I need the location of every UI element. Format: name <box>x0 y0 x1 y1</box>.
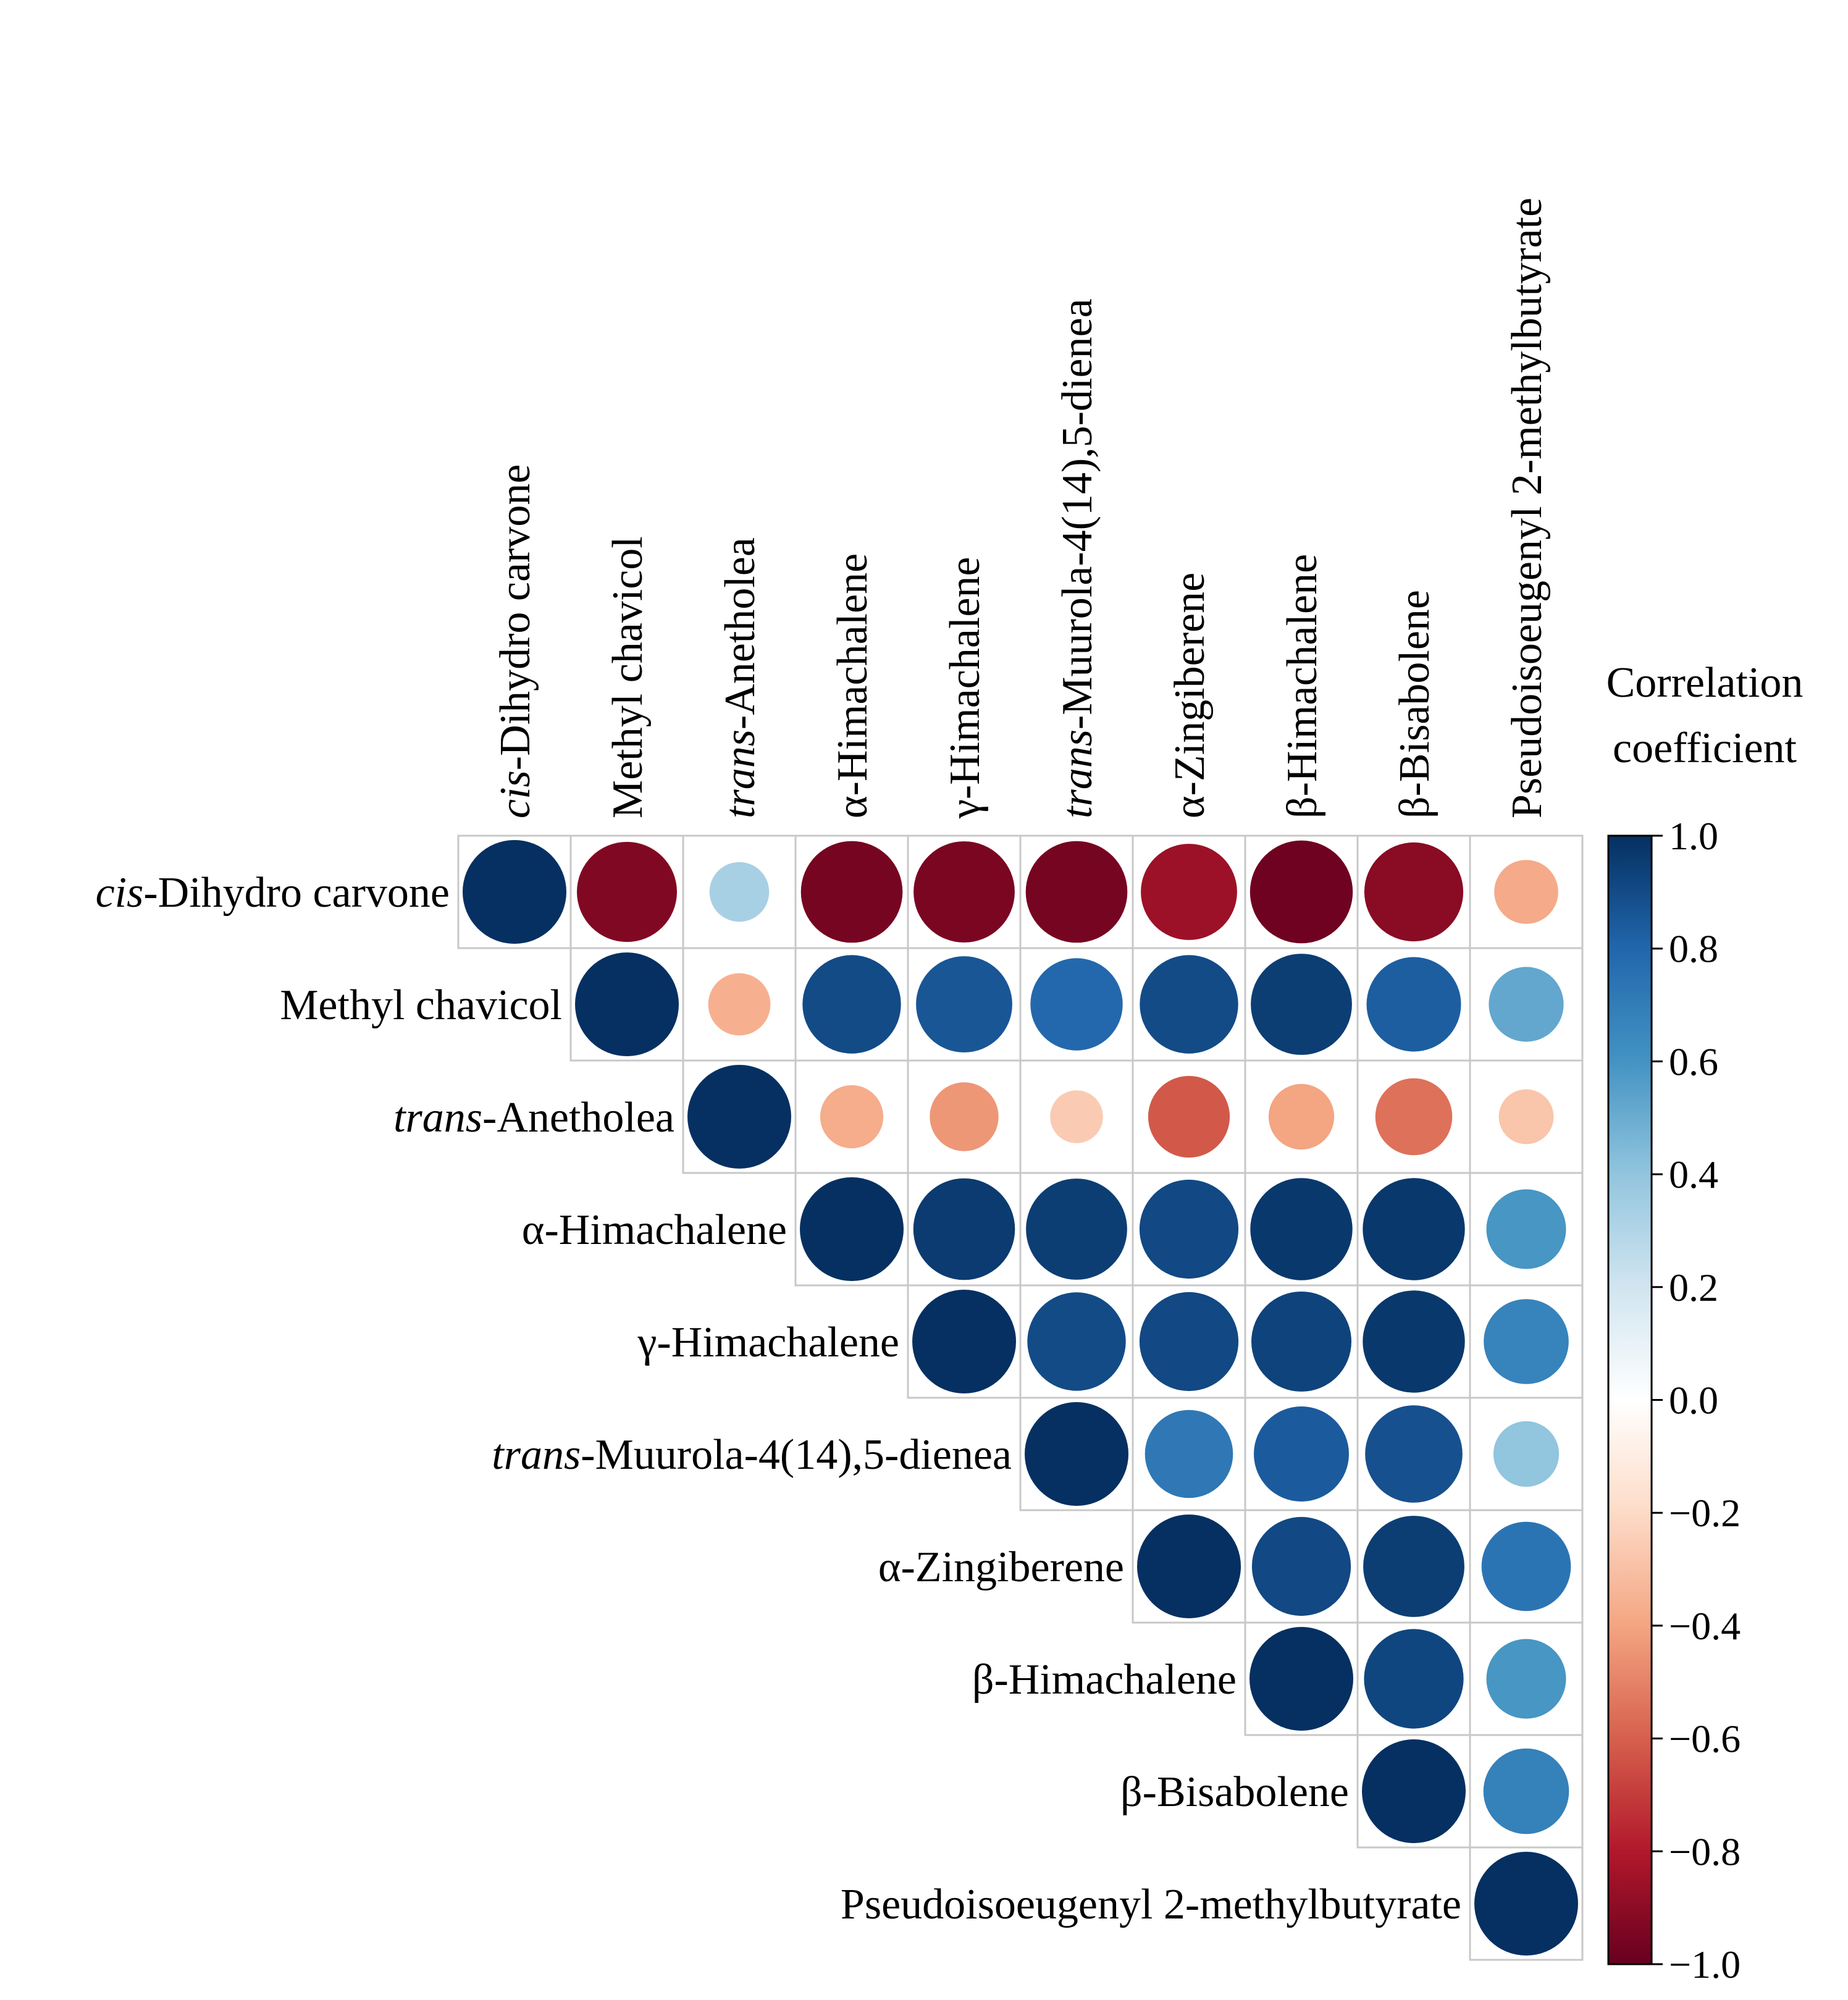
circle-0-8 <box>1364 842 1464 942</box>
circle-0-3 <box>800 841 903 943</box>
circle-3-5 <box>1026 1179 1127 1280</box>
colorbar-tick-label-4: 0.2 <box>1669 1266 1718 1309</box>
circle-5-7 <box>1254 1406 1349 1502</box>
row-label-3: α-Himachalene <box>522 1206 787 1254</box>
colorbar-tick-label-8: −0.6 <box>1669 1717 1741 1761</box>
circle-1-6 <box>1140 955 1238 1054</box>
row-label-5: trans-Muurola-4(14),5-dienea <box>492 1431 1012 1479</box>
circle-2-5 <box>1050 1090 1103 1143</box>
circle-6-8 <box>1363 1516 1464 1617</box>
circle-4-8 <box>1363 1290 1465 1393</box>
circle-2-2 <box>687 1065 791 1169</box>
colorbar-tick-label-9: −0.8 <box>1669 1830 1741 1873</box>
row-labels: cis-Dihydro carvone Methyl chavicol trans-… <box>96 869 1461 1928</box>
circle-0-1 <box>577 842 677 942</box>
circle-0-5 <box>1025 841 1128 943</box>
circle-1-9 <box>1489 967 1564 1042</box>
colorbar-tick-label-10: −1.0 <box>1669 1943 1741 1986</box>
circle-5-5 <box>1025 1402 1128 1506</box>
row-label-9: Pseudoisoeugenyl 2-methylbutyrate <box>841 1881 1461 1928</box>
row-label-0: cis-Dihydro carvone <box>96 869 450 917</box>
circle-6-9 <box>1481 1521 1571 1611</box>
row-label-1: Methyl chavicol <box>280 981 562 1029</box>
column-label-5: trans-Muurola-4(14),5-dienea <box>1054 298 1101 818</box>
circle-0-4 <box>914 841 1015 943</box>
circle-3-7 <box>1250 1178 1353 1280</box>
colorbar-tick-label-1: 0.8 <box>1669 927 1718 971</box>
circle-5-8 <box>1365 1405 1463 1503</box>
row-label-8: β-Bisabolene <box>1120 1768 1349 1816</box>
colorbar-tick-label-6: −0.2 <box>1669 1491 1741 1535</box>
circle-6-7 <box>1251 1516 1351 1616</box>
circle-0-6 <box>1141 844 1237 940</box>
column-label-0: cis-Dihydro carvone <box>492 464 539 818</box>
circle-1-2 <box>708 973 771 1036</box>
circle-0-0 <box>463 840 566 944</box>
column-label-6: α-Zingiberene <box>1166 573 1214 818</box>
colorbar-title-line-1: coefficient <box>1613 725 1797 772</box>
colorbar: 1.0 0.8 0.6 0.4 0.2 0.0 −0.2 −0.4 −0.6 −0.8 −1.0 Co… <box>1606 659 1804 1986</box>
column-label-2: trans-Anetholea <box>716 537 764 818</box>
row-label-6: α-Zingiberene <box>878 1544 1124 1591</box>
circle-4-5 <box>1027 1292 1126 1391</box>
colorbar-title-line-0: Correlation <box>1606 659 1804 707</box>
circle-3-8 <box>1363 1178 1465 1280</box>
column-label-9: Pseudoisoeugenyl 2-methylbutyrate <box>1503 198 1551 818</box>
circle-3-3 <box>800 1177 904 1281</box>
circle-2-8 <box>1375 1078 1453 1156</box>
column-labels: cis-Dihydro carvone Methyl chavicol trans-… <box>492 198 1551 819</box>
circle-2-7 <box>1268 1083 1335 1150</box>
colorbar-tick-label-2: 0.6 <box>1669 1040 1718 1083</box>
column-label-3: α-Himachalene <box>829 553 876 818</box>
row-label-2: trans-Anetholea <box>393 1094 674 1141</box>
circle-1-5 <box>1030 958 1123 1051</box>
circle-1-8 <box>1366 957 1461 1052</box>
circle-4-6 <box>1139 1292 1239 1392</box>
circle-1-1 <box>575 952 679 1056</box>
colorbar-tick-label-3: 0.4 <box>1669 1153 1718 1196</box>
circle-3-4 <box>913 1178 1015 1280</box>
circle-5-6 <box>1144 1410 1233 1498</box>
circle-9-9 <box>1474 1852 1578 1956</box>
row-label-7: β-Himachalene <box>972 1656 1237 1704</box>
circle-0-2 <box>709 862 770 922</box>
column-label-8: β-Bisabolene <box>1391 590 1438 818</box>
circle-4-9 <box>1484 1299 1569 1384</box>
circle-2-6 <box>1148 1075 1230 1158</box>
circle-7-9 <box>1486 1639 1566 1719</box>
colorbar-tick-label-0: 1.0 <box>1669 814 1718 858</box>
circle-1-4 <box>916 956 1012 1053</box>
colorbar-tick-label-5: 0.0 <box>1669 1379 1718 1422</box>
colorbar-tick-label-7: −0.4 <box>1669 1604 1741 1648</box>
circle-5-9 <box>1493 1421 1560 1487</box>
circle-2-4 <box>930 1082 999 1151</box>
circle-3-9 <box>1486 1189 1566 1269</box>
row-label-4: γ-Himachalene <box>637 1319 900 1366</box>
circle-1-7 <box>1251 954 1352 1055</box>
circle-7-8 <box>1364 1629 1464 1729</box>
column-label-1: Methyl chavicol <box>604 536 652 818</box>
circle-0-9 <box>1494 860 1558 924</box>
column-label-4: γ-Himachalene <box>941 557 989 820</box>
circle-0-7 <box>1250 840 1353 944</box>
circle-8-8 <box>1362 1739 1466 1843</box>
circle-2-9 <box>1498 1089 1554 1145</box>
circle-6-6 <box>1137 1515 1241 1618</box>
circle-2-3 <box>820 1085 884 1149</box>
column-label-7: β-Himachalene <box>1279 554 1326 818</box>
circle-8-9 <box>1483 1748 1569 1834</box>
circle-7-7 <box>1250 1627 1353 1731</box>
circle-4-4 <box>912 1290 1016 1393</box>
circle-4-7 <box>1251 1292 1351 1392</box>
circle-layer <box>463 840 1578 1956</box>
cell-2-4 <box>907 1059 1022 1174</box>
circle-1-3 <box>802 955 901 1054</box>
circle-3-6 <box>1139 1179 1239 1279</box>
colorbar-gradient <box>1607 834 1653 1965</box>
